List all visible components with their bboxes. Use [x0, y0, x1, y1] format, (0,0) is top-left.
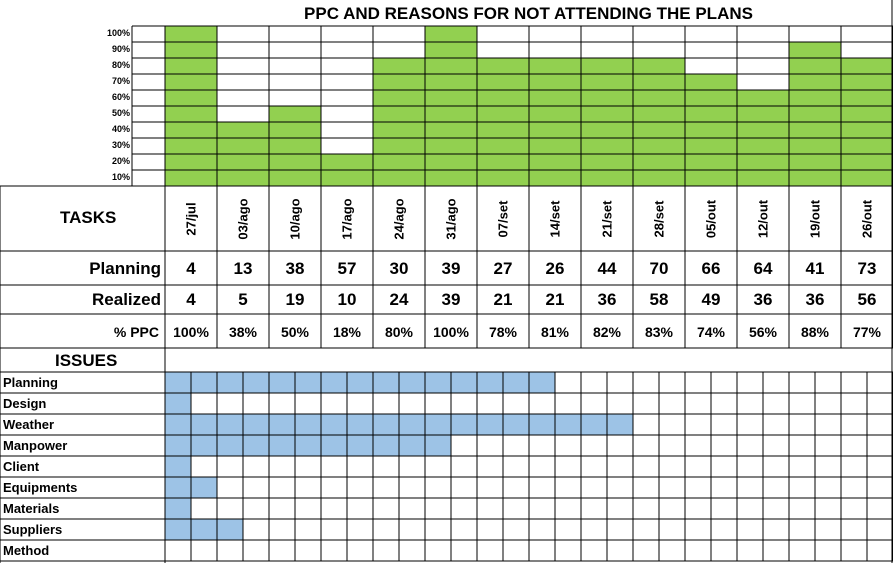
realized-label: Realized	[92, 290, 161, 309]
issue-fill-manpower	[165, 435, 451, 456]
y-tick-label: 100%	[106, 28, 130, 38]
planning-value: 13	[233, 259, 253, 278]
planning-value: 73	[857, 259, 877, 278]
issue-fill-materials	[165, 498, 191, 519]
ppc-value: 80%	[384, 324, 414, 340]
date-label: 17/ago	[339, 197, 355, 240]
ppc-value: 100%	[433, 324, 469, 340]
date-label: 12/out	[755, 199, 771, 238]
planning-value: 66	[701, 259, 721, 278]
realized-value: 24	[389, 290, 409, 309]
issue-label-design: Design	[3, 396, 47, 411]
realized-value: 49	[701, 290, 721, 309]
realized-value: 39	[441, 290, 461, 309]
bar-05-out	[685, 74, 737, 186]
y-tick-label: 30%	[111, 140, 130, 150]
date-label: 10/ago	[287, 197, 303, 240]
date-label: 24/ago	[391, 197, 407, 240]
planning-value: 39	[441, 259, 461, 278]
y-tick-label: 40%	[111, 124, 130, 134]
planning-value: 4	[186, 259, 196, 278]
y-tick-label: 70%	[111, 76, 130, 86]
date-label: 03/ago	[235, 197, 251, 240]
issue-label-equipments: Equipments	[3, 480, 78, 495]
ppc-value: 50%	[280, 324, 310, 340]
date-label: 19/out	[807, 199, 823, 238]
ppc-label: % PPC	[113, 324, 159, 340]
y-tick-label: 90%	[111, 44, 130, 54]
issue-fill-design	[165, 393, 191, 414]
planning-value: 44	[597, 259, 617, 278]
ppc-value: 77%	[852, 324, 882, 340]
ppc-value: 83%	[644, 324, 674, 340]
chart-title: PPC AND REASONS FOR NOT ATTENDING THE PL…	[304, 4, 753, 23]
issue-label-materials: Materials	[3, 501, 60, 516]
planning-value: 41	[805, 259, 825, 278]
y-tick-label: 60%	[111, 92, 130, 102]
date-label: 21/set	[599, 200, 615, 237]
issue-label-method: Method	[3, 543, 50, 558]
ppc-value: 100%	[173, 324, 209, 340]
ppc-value: 88%	[800, 324, 830, 340]
tasks-label: TASKS	[60, 208, 117, 227]
issue-fill-client	[165, 456, 191, 477]
realized-value: 10	[337, 290, 357, 309]
date-label: 14/set	[547, 200, 563, 237]
ppc-value: 81%	[540, 324, 570, 340]
date-label: 27/jul	[183, 201, 199, 236]
date-label: 26/out	[859, 199, 875, 238]
planning-value: 26	[545, 259, 565, 278]
y-tick-label: 50%	[111, 108, 130, 118]
issue-label-planning: Planning	[3, 375, 58, 390]
issue-label-suppliers: Suppliers	[3, 522, 63, 537]
date-label: 07/set	[495, 200, 511, 237]
ppc-value: 56%	[748, 324, 778, 340]
bar-19-out	[789, 42, 841, 186]
issue-fill-suppliers	[165, 519, 243, 540]
realized-value: 36	[805, 290, 825, 309]
planning-value: 27	[493, 259, 513, 278]
planning-value: 30	[389, 259, 409, 278]
issues-label: ISSUES	[55, 351, 118, 370]
y-tick-label: 10%	[111, 172, 130, 182]
planning-value: 70	[649, 259, 669, 278]
realized-value: 21	[493, 290, 513, 309]
ppc-value: 82%	[592, 324, 622, 340]
planning-value: 38	[285, 259, 305, 278]
realized-value: 56	[857, 290, 877, 309]
realized-value: 36	[753, 290, 773, 309]
issue-label-client: Client	[3, 459, 40, 474]
realized-value: 21	[545, 290, 565, 309]
bar-10-ago	[269, 106, 321, 186]
issue-label-manpower: Manpower	[3, 438, 68, 453]
y-tick-label: 20%	[111, 156, 130, 166]
planning-value: 57	[337, 259, 357, 278]
planning-label: Planning	[89, 259, 161, 278]
issue-label-weather: Weather	[3, 417, 55, 432]
ppc-value: 78%	[488, 324, 518, 340]
ppc-value: 74%	[696, 324, 726, 340]
realized-value: 58	[649, 290, 669, 309]
realized-value: 36	[597, 290, 617, 309]
ppc-value: 38%	[228, 324, 258, 340]
date-label: 05/out	[703, 199, 719, 238]
date-label: 31/ago	[443, 197, 459, 240]
ppc-value: 18%	[332, 324, 362, 340]
y-tick-label: 80%	[111, 60, 130, 70]
issue-fill-planning	[165, 372, 555, 393]
realized-value: 5	[238, 290, 248, 309]
planning-value: 64	[753, 259, 773, 278]
realized-value: 4	[186, 290, 196, 309]
realized-value: 19	[285, 290, 305, 309]
date-label: 28/set	[651, 200, 667, 237]
